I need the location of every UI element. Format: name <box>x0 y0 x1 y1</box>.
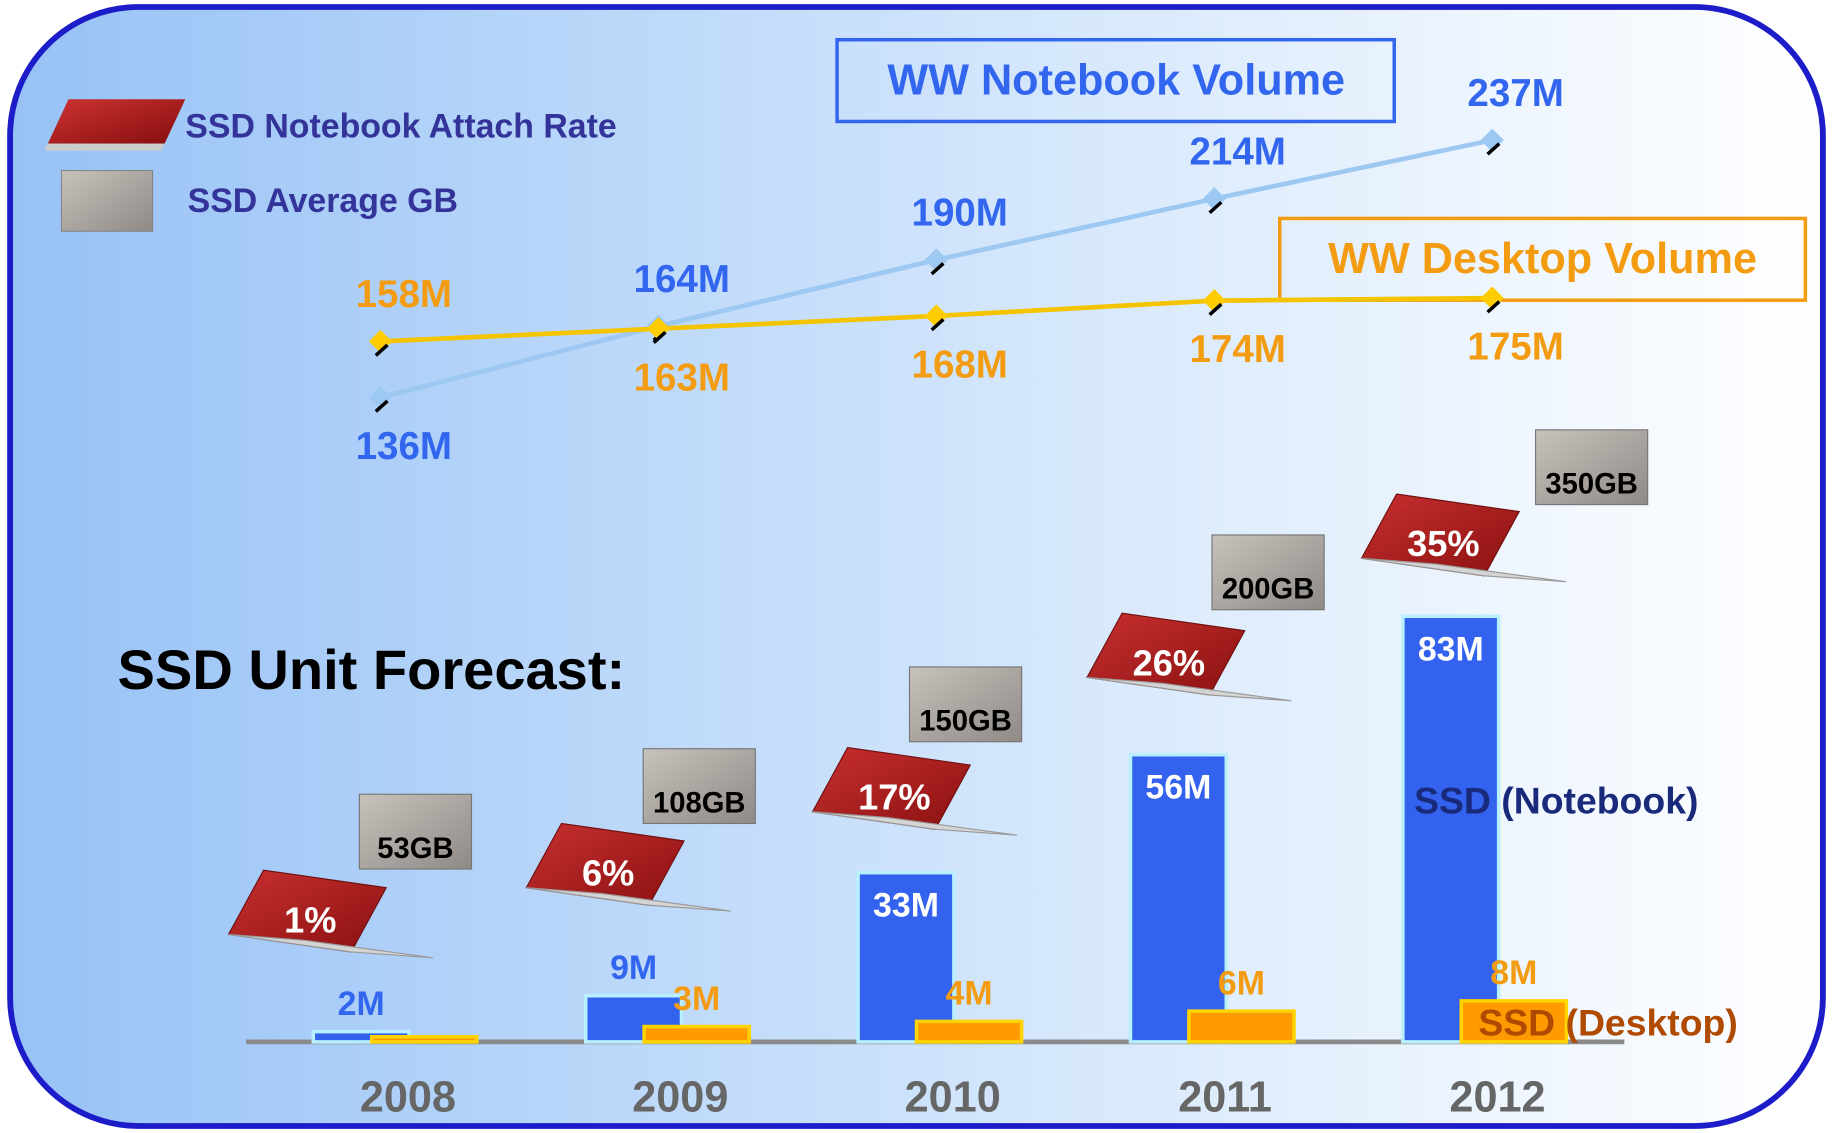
legend-label: WW Desktop Volume <box>1328 235 1757 283</box>
data-label: 2M <box>338 985 385 1023</box>
laptop-base <box>812 811 1018 836</box>
ssd-icon <box>358 793 473 870</box>
data-label: 9M <box>610 949 657 987</box>
bar <box>1187 1009 1296 1044</box>
data-label: 53GB <box>377 833 453 865</box>
laptop-icon: 6% <box>525 822 731 912</box>
bar <box>642 1024 751 1044</box>
bar <box>1401 614 1501 1044</box>
laptop-icon: 1% <box>227 869 434 959</box>
point-shadow <box>1486 300 1501 314</box>
data-label: 158M <box>356 273 452 316</box>
data-label: 83M <box>1418 630 1484 668</box>
bar <box>856 870 956 1044</box>
legend-label: SSD (Notebook) <box>1414 779 1698 821</box>
bar <box>914 1019 1024 1044</box>
data-label: 56M <box>1145 769 1211 807</box>
x-tick-label: 2010 <box>905 1074 1001 1122</box>
data-label: 136M <box>356 425 452 468</box>
data-label: 168M <box>912 344 1008 387</box>
legend-label: SSD Notebook Attach Rate <box>185 107 616 145</box>
x-tick-label: 2011 <box>1178 1074 1272 1122</box>
data-label: 3M <box>673 980 720 1018</box>
point-shadow <box>930 318 945 332</box>
data-label: 108GB <box>653 787 745 819</box>
laptop-base <box>1361 557 1567 583</box>
data-label: 175M <box>1467 326 1563 369</box>
data-label: 214M <box>1189 131 1285 174</box>
data-label: 164M <box>634 258 730 301</box>
data-label: 17% <box>858 777 930 818</box>
data-label: 190M <box>912 192 1008 235</box>
bar <box>369 1035 479 1044</box>
x-tick-label: 2012 <box>1449 1074 1545 1122</box>
legend-box <box>1278 216 1808 302</box>
ssd-icon <box>1534 429 1649 506</box>
x-tick-label: 2008 <box>360 1074 456 1122</box>
data-label: 33M <box>873 887 939 925</box>
point-shadow <box>930 262 945 276</box>
point-shadow <box>374 399 389 413</box>
ssd-icon <box>60 169 154 232</box>
point-shadow <box>1208 302 1223 316</box>
data-label: 200GB <box>1222 574 1314 606</box>
point-shadow <box>652 330 667 344</box>
laptop-icon <box>44 99 186 151</box>
laptop-icon: 17% <box>811 746 1018 836</box>
chart-title: SSD Unit Forecast: <box>118 638 626 701</box>
bar <box>1459 999 1569 1044</box>
data-label: 8M <box>1490 954 1537 992</box>
ssd-icon <box>1211 534 1325 611</box>
data-label: 6M <box>1218 964 1265 1002</box>
ssd-icon <box>908 666 1023 743</box>
x-tick-label: 2009 <box>632 1074 728 1122</box>
legend-label: SSD Average GB <box>188 182 458 220</box>
data-label: 174M <box>1189 328 1285 371</box>
data-label: 350GB <box>1545 469 1637 501</box>
point-shadow <box>374 343 389 357</box>
legend: SSD Notebook Attach Rate SSD Average GB <box>44 99 617 232</box>
laptop-icon: 35% <box>1360 493 1567 583</box>
data-label: 26% <box>1133 642 1205 683</box>
legend-box <box>835 37 1396 124</box>
data-label: 6% <box>582 853 634 894</box>
bar <box>1128 752 1229 1044</box>
laptop-base <box>228 933 434 959</box>
ssd-icon <box>642 748 756 825</box>
data-label: 163M <box>634 356 730 399</box>
legend-label: WW Notebook Volume <box>887 56 1345 104</box>
point-shadow <box>1208 200 1223 215</box>
data-label: 4M <box>946 975 993 1013</box>
laptop-base <box>1086 676 1292 702</box>
data-label: 237M <box>1467 72 1563 115</box>
laptop-icon: 26% <box>1086 612 1292 702</box>
laptop-base <box>526 887 731 912</box>
point-shadow <box>1486 142 1501 156</box>
data-label: 1% <box>284 899 336 940</box>
legend-label: SSD (Desktop) <box>1478 1001 1737 1043</box>
data-label: 35% <box>1407 523 1479 564</box>
data-label: 150GB <box>919 706 1011 738</box>
